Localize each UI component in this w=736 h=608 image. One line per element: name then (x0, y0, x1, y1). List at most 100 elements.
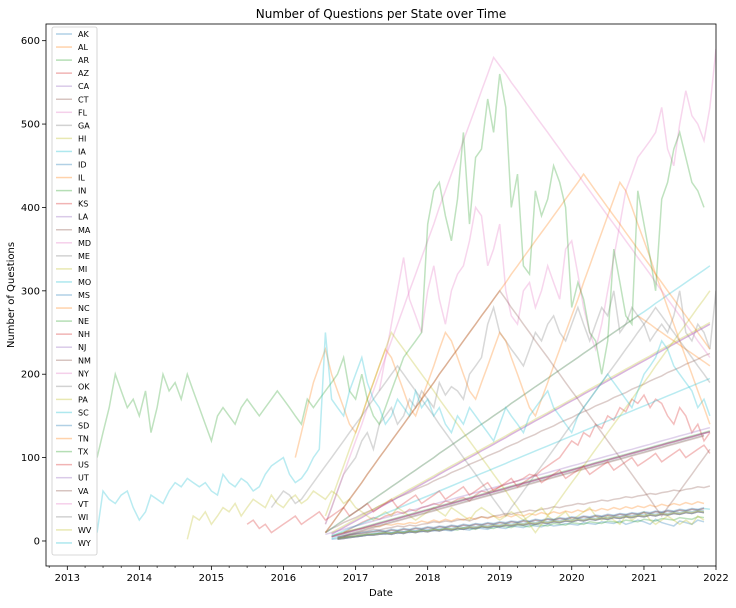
series-line-wi (270, 306, 711, 518)
legend-label: WV (78, 526, 92, 535)
x-tick-label: 2017 (343, 573, 368, 584)
series-line-ma (324, 352, 711, 534)
legend-label: NY (78, 369, 89, 378)
legend-label: MO (78, 278, 91, 287)
series-line-tx (96, 73, 705, 458)
chart-title: Number of Questions per State over Time (256, 7, 506, 21)
legend-label: IN (78, 187, 86, 196)
legend-label: NH (78, 330, 90, 339)
series-line-id (337, 506, 705, 539)
series-line-ny (324, 55, 711, 525)
y-tick-label: 600 (21, 36, 40, 47)
series-line-fl (378, 48, 716, 392)
series-line-hi (186, 489, 705, 540)
series-line-sd (337, 511, 705, 541)
series-line-wy (96, 332, 711, 533)
legend: AK AL AR AZ CA CT FL GA HI IA ID IL IN KS LA MA MD ME MI MO… (51, 26, 98, 556)
legend-label: FL (78, 108, 88, 117)
series-line-va (324, 289, 711, 534)
series-line-il (324, 314, 711, 534)
legend-label: MD (78, 239, 91, 248)
series-line-ct (343, 485, 711, 538)
y-tick-label: 300 (21, 286, 40, 297)
legend-label: AZ (78, 69, 89, 78)
legend-label: TN (77, 435, 89, 444)
legend-label: NE (78, 317, 89, 326)
x-axis: 2013 2014 2015 2016 2017 2018 2019 2020 2021 2022 (48, 566, 729, 584)
legend-label: MA (78, 226, 91, 235)
legend-label: MS (78, 291, 90, 300)
series-line-sc (331, 377, 711, 537)
series-line-ks (337, 507, 705, 540)
series-line-ar (337, 516, 705, 540)
legend-label: AL (78, 43, 88, 52)
legend-label: OK (78, 382, 90, 391)
x-axis-label: Date (369, 588, 393, 599)
series-line-mo (324, 265, 711, 534)
plot-frame (45, 23, 717, 567)
legend-label: NM (78, 356, 91, 365)
series-line-ia (331, 507, 711, 540)
series-line-ak (331, 518, 705, 541)
x-tick-label: 2016 (271, 573, 296, 584)
y-axis: 0 100 200 300 400 500 600 (21, 36, 46, 547)
series-line-vt (337, 511, 705, 541)
series-line-nh (331, 431, 711, 538)
legend-label: SD (78, 422, 89, 431)
y-axis-label: Number of Questions (6, 242, 17, 348)
series-line-mi (331, 321, 711, 534)
legend-label: CA (78, 82, 90, 91)
legend-label: AK (78, 30, 89, 39)
y-tick-label: 100 (21, 453, 40, 464)
legend-label: NC (78, 304, 90, 313)
series-line-nm (337, 435, 705, 539)
series-line-me (337, 511, 705, 541)
series-line-la (331, 431, 711, 538)
legend-label: NJ (78, 343, 86, 352)
y-tick-label: 500 (21, 120, 40, 131)
x-tick-label: 2019 (487, 573, 512, 584)
series-line-wv (337, 510, 705, 540)
series-line-ms (337, 509, 705, 540)
series-line-ga (324, 290, 716, 525)
y-tick-label: 200 (21, 370, 40, 381)
legend-label: VT (78, 500, 88, 509)
legend-label: UT (78, 474, 89, 483)
legend-label: SC (78, 408, 89, 417)
y-tick-label: 400 (21, 203, 40, 214)
legend-label: IA (78, 147, 86, 156)
legend-label: VA (78, 487, 89, 496)
legend-label: HI (78, 134, 86, 143)
legend-label: WY (78, 539, 91, 548)
legend-label: MI (78, 265, 87, 274)
legend-label: US (78, 461, 89, 470)
legend-label: IL (78, 174, 85, 183)
legend-label: ME (78, 252, 90, 261)
legend-label: TX (77, 448, 89, 457)
x-tick-label: 2014 (127, 573, 152, 584)
series-line-az (343, 393, 711, 534)
y-tick-label: 0 (34, 536, 40, 547)
legend-label: LA (78, 213, 89, 222)
x-tick-label: 2021 (631, 573, 656, 584)
x-tick-label: 2020 (559, 573, 584, 584)
legend-label: ID (78, 161, 87, 170)
legend-label: CT (78, 95, 89, 104)
series-line-nc (294, 180, 711, 458)
series-layer (96, 48, 716, 541)
series-line-pa (324, 290, 711, 534)
legend-label: WI (78, 513, 88, 522)
x-tick-label: 2022 (703, 573, 728, 584)
series-line-al (331, 501, 705, 538)
legend-label: AR (78, 56, 89, 65)
series-line-ut (331, 431, 711, 538)
series-line-nj (331, 323, 711, 535)
series-line-ok (337, 434, 705, 538)
series-line-tn (324, 172, 711, 534)
legend-box (51, 26, 98, 556)
x-tick-label: 2013 (55, 573, 80, 584)
legend-label: KS (78, 200, 88, 209)
x-tick-label: 2015 (199, 573, 224, 584)
